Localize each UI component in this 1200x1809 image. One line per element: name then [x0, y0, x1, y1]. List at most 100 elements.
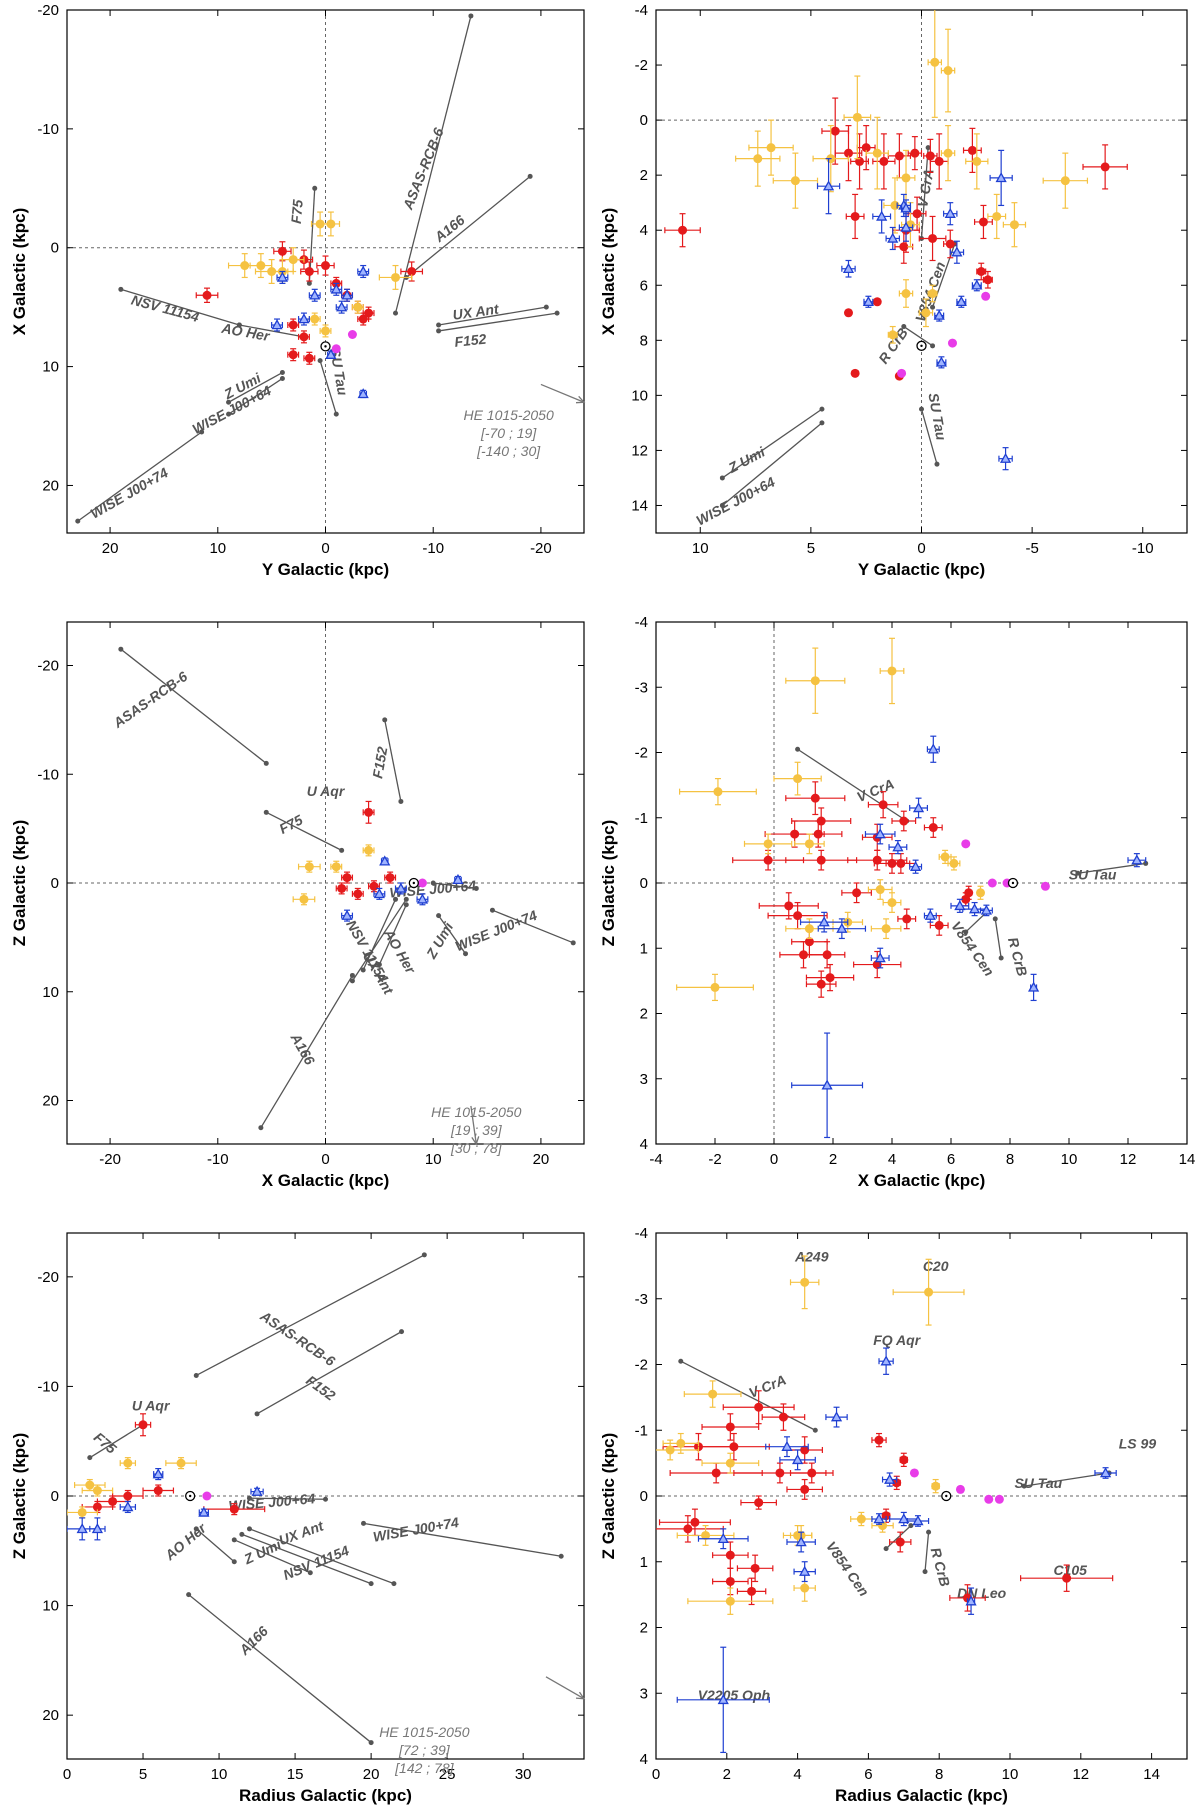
trajectory-start [263, 760, 269, 766]
data-point-blue [880, 1355, 892, 1366]
trajectory-line [924, 1532, 930, 1572]
y-tick-label: 14 [631, 497, 648, 514]
data-point-red [288, 320, 298, 330]
x-tick-label: 0 [321, 540, 329, 557]
trajectory-end [118, 646, 124, 652]
data-point-red [202, 290, 212, 300]
data-point-blue [955, 295, 967, 307]
data-point-blue [271, 319, 283, 330]
trajectory-start [226, 411, 232, 417]
data-point-yellow [931, 1481, 941, 1491]
data-point-blue [818, 916, 830, 927]
panel-rz-wide: 0 5 10 15 20 25 30 -20 -10 0 10 20 Radius Galactic (… [10, 1232, 586, 1805]
trajectory-line [438, 312, 558, 332]
y-tick-label: -1 [635, 1422, 648, 1439]
data-point-red [861, 143, 871, 153]
data-point-blue [341, 289, 353, 300]
data-point-red [892, 1478, 902, 1488]
data-point-yellow [852, 112, 862, 122]
x-tick-label: -4 [649, 1151, 662, 1168]
data-point-blue [951, 246, 963, 257]
x-tick-label: 20 [102, 540, 119, 557]
y-tick-label: 8 [640, 332, 648, 349]
trajectory-end [393, 896, 399, 902]
trajectory-end [436, 913, 442, 919]
data-point-red [804, 937, 814, 947]
trajectory-end [339, 847, 345, 853]
data-point-red [288, 350, 298, 360]
data-point-blue [357, 265, 369, 276]
x-tick-label: 10 [209, 540, 226, 557]
x-tick-label: 10 [211, 1766, 228, 1783]
trajectory-line [438, 915, 467, 955]
data-point-blue [965, 1595, 977, 1606]
trajectory-end [368, 1740, 374, 1746]
trajectory-start [226, 399, 232, 405]
data-point-blue [373, 888, 385, 899]
data-point-yellow [804, 839, 814, 849]
y-tick-label: -4 [635, 2, 648, 19]
data-point-red [983, 275, 993, 285]
data-point-yellow [331, 862, 341, 872]
trajectory-line [920, 147, 929, 239]
trajectory-label: WISE J00+74 [372, 1514, 460, 1545]
data-point-magenta [984, 1494, 994, 1504]
data-point-red [725, 1422, 735, 1432]
x-tick-label: -2 [708, 1151, 721, 1168]
data-point-red [816, 855, 826, 865]
trajectory-end [926, 1529, 932, 1535]
data-point-magenta [331, 344, 341, 354]
trajectory-start [919, 406, 924, 412]
y-tick-label: 3 [640, 1071, 648, 1088]
trajectory-start [312, 185, 318, 191]
trajectory-end [430, 880, 436, 886]
data-point-red [843, 308, 853, 318]
trajectory-line [77, 431, 203, 522]
data-point-blue [898, 1513, 910, 1524]
data-point-blue [1131, 854, 1143, 865]
data-point-red [321, 261, 330, 271]
data-point-red [353, 889, 363, 899]
trajectory-label: V CrA [746, 1371, 788, 1400]
trajectory-end [934, 461, 940, 467]
data-point-yellow [887, 898, 897, 908]
data-point-yellow [901, 289, 911, 299]
data-point-red [342, 873, 352, 883]
data-point-yellow [930, 57, 940, 67]
data-point-blue [379, 855, 391, 866]
x-tick-label: 14 [1143, 1766, 1160, 1783]
data-point-red [304, 353, 314, 363]
data-point-yellow [888, 330, 898, 340]
data-point-yellow [753, 154, 763, 164]
data-point-red [683, 1524, 693, 1534]
data-point-red [976, 267, 986, 276]
data-point-red [872, 960, 882, 970]
data-point-yellow [92, 1486, 102, 1496]
data-point-red [1100, 162, 1110, 172]
data-point-red [807, 1468, 817, 1478]
y-tick-label: -10 [37, 1378, 59, 1395]
data-point-yellow [943, 148, 953, 158]
data-point-yellow [928, 289, 938, 299]
data-point-yellow [326, 219, 336, 229]
trajectory-end [403, 896, 409, 902]
trajectory-label: A249 [794, 1248, 829, 1264]
data-point-blue [336, 301, 348, 312]
data-point-red [92, 1502, 102, 1512]
y-tick-label: 12 [631, 442, 648, 459]
trajectory-end [543, 304, 549, 310]
data-point-red [961, 894, 971, 904]
trajectory-line [260, 975, 353, 1129]
trajectory-label: Z Umi [725, 443, 769, 476]
trajectory-start [317, 358, 323, 364]
data-point-blue [924, 909, 936, 920]
x-tick-label: -20 [99, 1151, 121, 1168]
trajectory-label: F152 [369, 745, 390, 779]
trajectory-start [901, 324, 907, 330]
data-point-red [775, 1468, 785, 1478]
trajectory-line [680, 1360, 816, 1431]
trajectory-label: V854 Cen [823, 1538, 872, 1599]
trajectory-end [819, 420, 825, 426]
trajectory-start [436, 328, 442, 334]
